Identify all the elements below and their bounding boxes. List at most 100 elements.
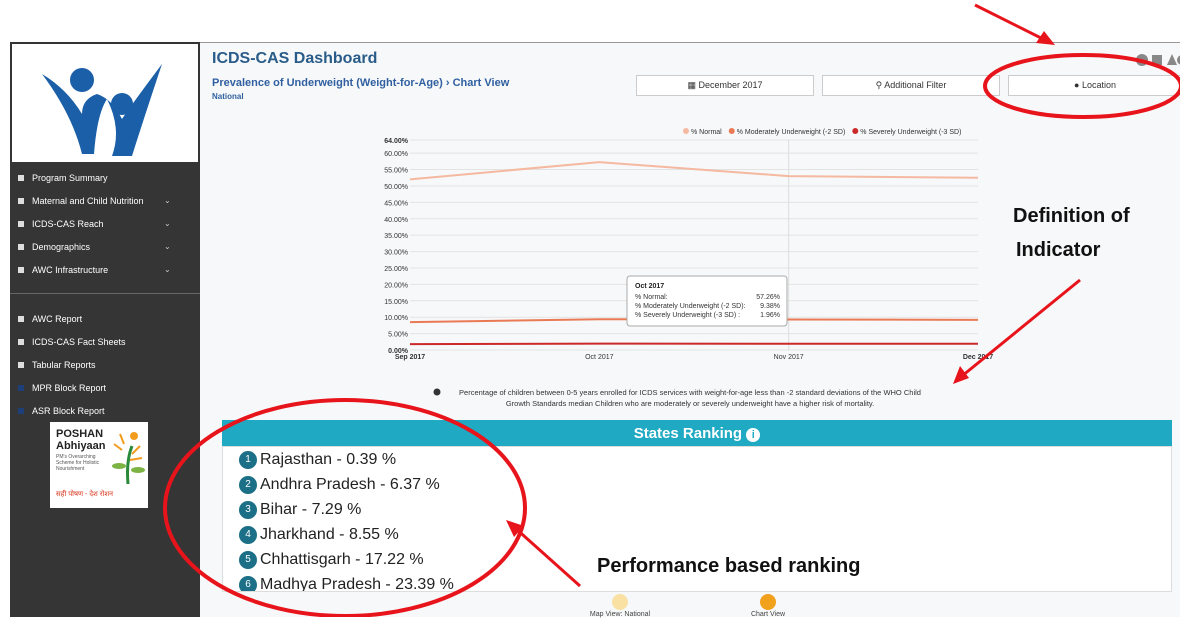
chevron: ⌄ xyxy=(164,242,171,251)
legend-marker xyxy=(728,128,735,134)
menu-item[interactable]: Maternal and Child Nutrition xyxy=(32,196,144,206)
chart-view-button[interactable] xyxy=(760,594,776,610)
y-tick-label: 40.00% xyxy=(384,217,408,224)
ranking-row: 4 Jharkhand - 8.55 % xyxy=(239,526,399,544)
rank-text: Jharkhand - 8.55 % xyxy=(260,526,399,543)
poshan-title: POSHAN xyxy=(56,428,104,440)
ranking-row: 5 Chhattisgarh - 17.22 % xyxy=(239,551,424,569)
tooltip-value: 9.38% xyxy=(760,303,780,310)
definition-text: Percentage of children between 0-5 years… xyxy=(459,388,921,397)
ranking-title: States Ranking i xyxy=(222,425,1172,442)
poshan-slogan: सही पोषण - देश रोशन xyxy=(56,491,114,498)
chevron: ⌄ xyxy=(164,196,171,205)
y-tick-label: 35.00% xyxy=(384,233,408,240)
rank-text: Andhra Pradesh - 6.37 % xyxy=(260,476,440,493)
ranking-title-text: States Ranking xyxy=(633,425,743,442)
chevron: ⌄ xyxy=(164,265,171,274)
report-item[interactable]: Tabular Reports xyxy=(32,360,96,370)
poshan-icon xyxy=(112,432,145,485)
report-item[interactable]: ICDS-CAS Fact Sheets xyxy=(32,337,126,347)
chevron: ⌄ xyxy=(164,219,171,228)
breadcrumb-view: Chart View xyxy=(452,77,510,89)
dashboard-title: ICDS-CAS Dashboard xyxy=(212,50,378,67)
poshan-tagline: PM's Overarching Scheme for Holistic Nou… xyxy=(56,454,100,472)
info-icon[interactable]: i xyxy=(746,428,761,442)
tooltip-label: % Normal: xyxy=(635,294,668,301)
legend-label: % Normal xyxy=(691,129,722,136)
menu-item[interactable]: Program Summary xyxy=(32,173,108,183)
chart-view-label: Chart View xyxy=(750,611,786,618)
menu-item[interactable]: Demographics xyxy=(32,242,91,252)
menu-icon xyxy=(18,198,24,204)
tooltip: Oct 2017 % Normal: 57.26% % Moderately Unde… xyxy=(626,275,788,327)
legend-label: % Severely Underweight (-3 SD) xyxy=(860,129,961,136)
report-item[interactable]: MPR Block Report xyxy=(32,383,107,393)
tooltip-value: 57.26% xyxy=(756,294,780,301)
tooltip-title: Oct 2017 xyxy=(635,283,664,290)
rank-text: Rajasthan - 0.39 % xyxy=(260,451,397,468)
series-line xyxy=(409,342,978,346)
tooltip-box xyxy=(626,275,788,327)
tooltip-value: 1.96% xyxy=(760,312,780,319)
y-tick-label: 20.00% xyxy=(384,282,408,289)
menu-item[interactable]: ICDS-CAS Reach xyxy=(32,219,104,229)
tooltip-label: % Severely Underweight (-3 SD) : xyxy=(635,312,740,319)
report-icon xyxy=(18,408,24,414)
y-tick-label: 45.00% xyxy=(384,200,408,207)
x-tick-label: Sep 2017 xyxy=(395,354,425,361)
x-tick-label: Nov 2017 xyxy=(774,354,804,361)
legend-marker xyxy=(852,128,859,134)
ranking-row: 2 Andhra Pradesh - 6.37 % xyxy=(239,476,440,494)
map-view-label: Map View: National xyxy=(589,611,651,618)
legend-marker xyxy=(683,128,689,134)
date-filter[interactable]: ▦ December 2017 xyxy=(636,75,814,96)
menu-item[interactable]: AWC Infrastructure xyxy=(32,265,109,275)
report-icon xyxy=(18,339,24,345)
rank-badge: 2 xyxy=(239,476,257,494)
menu-icon xyxy=(18,244,24,250)
y-tick-label: 60.00% xyxy=(384,151,408,158)
rank-badge: 3 xyxy=(239,501,257,519)
info-icon xyxy=(433,388,441,396)
report-item[interactable]: ASR Block Report xyxy=(32,406,105,416)
poshan-logo: POSHAN Abhiyaan PM's Overarching Scheme … xyxy=(50,422,148,508)
rank-badge: 1 xyxy=(239,451,257,469)
menu-icon xyxy=(18,175,24,181)
rank-text: Bihar - 7.29 % xyxy=(260,501,362,518)
ranking-row: 1 Rajasthan - 0.39 % xyxy=(239,451,396,469)
ranking-row: 3 Bihar - 7.29 % xyxy=(239,501,361,519)
menu-icon xyxy=(18,221,24,227)
legend-label: % Moderately Underweight (-2 SD) xyxy=(737,129,846,136)
y-tick-label: 0.00% xyxy=(388,348,409,355)
x-tick-label: Dec 2017 xyxy=(963,354,993,361)
y-tick-label: 15.00% xyxy=(384,299,408,306)
x-tick-label: Oct 2017 xyxy=(585,354,614,361)
report-icon xyxy=(18,385,24,391)
region: National xyxy=(212,92,244,101)
definition-text: Growth Standards median Children who are… xyxy=(506,399,874,408)
y-tick-label: 55.00% xyxy=(384,168,408,175)
ranking-header: States Ranking i xyxy=(222,420,1172,446)
map-view-button[interactable] xyxy=(612,594,628,610)
breadcrumb: Prevalence of Underweight (Weight-for-Ag… xyxy=(212,77,510,89)
y-tick-label: 5.00% xyxy=(388,332,408,339)
breadcrumb-indicator[interactable]: Prevalence of Underweight (Weight-for-Ag… xyxy=(212,77,443,89)
rank-badge: 5 xyxy=(239,551,257,569)
rank-text: Madhya Pradesh - 23.39 % xyxy=(260,576,454,592)
report-icon xyxy=(18,362,24,368)
rank-badge: 4 xyxy=(239,526,257,544)
tooltip-label: % Moderately Underweight (-2 SD): xyxy=(635,303,746,310)
ranking-list: 1 Rajasthan - 0.39 % 2 Andhra Pradesh - 6.3… xyxy=(222,446,1172,592)
separator xyxy=(10,293,200,294)
logo xyxy=(12,44,198,162)
sidebar: Program Summary Maternal and Child Nutrit… xyxy=(10,42,200,617)
report-item[interactable]: AWC Report xyxy=(32,314,83,324)
y-tick-label: 25.00% xyxy=(384,266,408,273)
top-border xyxy=(200,42,1180,43)
chart: 0.00% 5.00% 10.00% 15.00% 20.00% 25.00% 30.00%… xyxy=(384,128,993,408)
menu-icon xyxy=(18,267,24,273)
rank-text: Chhattisgarh - 17.22 % xyxy=(260,551,424,568)
rank-badge: 6 xyxy=(239,576,257,591)
ranking-row: 6 Madhya Pradesh - 23.39 % xyxy=(239,576,454,592)
